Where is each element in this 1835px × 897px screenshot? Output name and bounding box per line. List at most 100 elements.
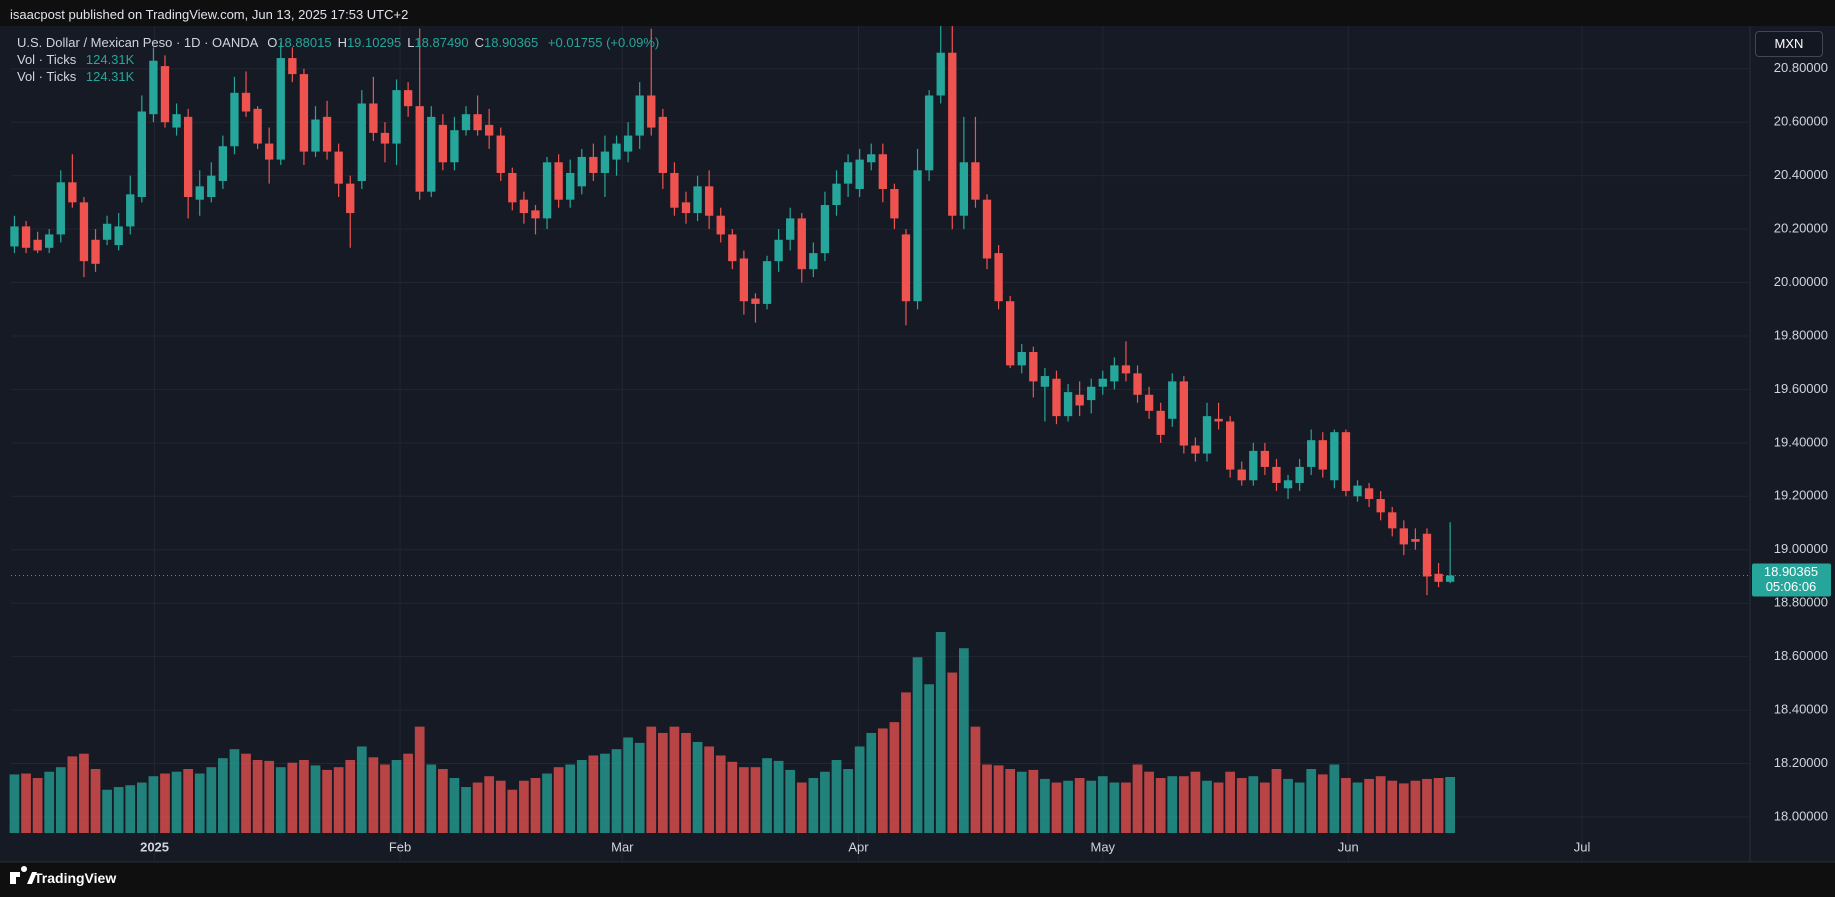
candle-body bbox=[207, 175, 216, 198]
x-tick-label: Feb bbox=[389, 839, 411, 854]
candle-body bbox=[369, 103, 378, 133]
volume-bar bbox=[634, 742, 645, 833]
volume-bar bbox=[380, 764, 390, 833]
candle-body bbox=[1364, 488, 1374, 499]
candle-body bbox=[647, 95, 656, 128]
volume-bar bbox=[739, 767, 749, 833]
ohlc-value: 18.87490 bbox=[414, 35, 469, 50]
volume-bar bbox=[322, 769, 332, 833]
volume-bar bbox=[391, 759, 402, 833]
candle-body bbox=[1411, 539, 1420, 542]
volume-bar bbox=[1410, 780, 1421, 833]
volume-bar bbox=[44, 771, 55, 833]
candle-body bbox=[589, 156, 598, 173]
y-tick-label: 20.80000 bbox=[1774, 60, 1828, 75]
x-tick-label: Apr bbox=[848, 839, 869, 854]
candle-body bbox=[1017, 352, 1026, 366]
ohlc-value: 18.88015 bbox=[277, 35, 332, 50]
volume-bar bbox=[924, 684, 934, 833]
candle-body bbox=[1098, 378, 1107, 387]
candle-body bbox=[762, 261, 772, 304]
legend-main: U.S. Dollar / Mexican Peso · 1D · OANDA … bbox=[17, 35, 659, 50]
candle-body bbox=[45, 234, 54, 248]
candle-body bbox=[1422, 533, 1432, 577]
candle-body bbox=[126, 194, 135, 227]
volume-bar bbox=[1422, 778, 1432, 833]
volume-bar bbox=[21, 773, 31, 833]
volume-bar bbox=[912, 657, 923, 833]
volume-bar bbox=[646, 726, 657, 833]
volume-bar bbox=[414, 726, 425, 833]
volume-bar bbox=[437, 769, 448, 833]
y-tick-label: 19.00000 bbox=[1774, 541, 1828, 556]
candle-body bbox=[1087, 386, 1096, 401]
volume-bar bbox=[669, 726, 680, 833]
volume-bar bbox=[472, 782, 483, 833]
candle-body bbox=[519, 199, 529, 214]
volume-bar bbox=[1040, 778, 1050, 833]
candle-body bbox=[994, 253, 1003, 302]
candle-body bbox=[1283, 480, 1293, 489]
candle-body bbox=[1307, 440, 1316, 467]
candle-body bbox=[1191, 445, 1200, 454]
last-price-tag bbox=[1752, 563, 1831, 597]
volume-bar bbox=[588, 755, 599, 833]
volume-bar bbox=[264, 760, 275, 833]
ohlc-key: L bbox=[407, 35, 415, 50]
candle-body bbox=[1029, 352, 1038, 382]
volume-bar bbox=[1028, 769, 1039, 833]
volume-bar bbox=[1144, 771, 1154, 833]
volume-bar bbox=[67, 756, 78, 833]
candle-body bbox=[484, 124, 494, 136]
candle-body bbox=[1156, 410, 1165, 435]
volume-bar bbox=[762, 758, 772, 833]
candle-body bbox=[1260, 450, 1270, 467]
volume-bar bbox=[1294, 782, 1305, 833]
volume-bar bbox=[241, 753, 251, 833]
volume-bar bbox=[1202, 780, 1212, 833]
candle-body bbox=[473, 114, 482, 131]
candle-body bbox=[1330, 432, 1339, 481]
volume-bar bbox=[183, 769, 194, 833]
y-tick-label: 20.20000 bbox=[1774, 221, 1828, 236]
candle-body bbox=[183, 116, 193, 198]
candle-body bbox=[1063, 392, 1073, 417]
candle-body bbox=[1075, 394, 1084, 406]
volume-bar bbox=[681, 732, 691, 833]
candle-body bbox=[1388, 512, 1397, 529]
candle-body bbox=[797, 218, 806, 270]
ohlc-value: 18.90365 bbox=[484, 35, 539, 50]
candle-body bbox=[322, 116, 332, 152]
candle-body bbox=[1202, 416, 1212, 454]
countdown: 05:06:06 bbox=[1766, 579, 1817, 594]
symbol-title: U.S. Dollar / Mexican Peso · 1D · OANDA bbox=[17, 35, 258, 50]
volume-bar bbox=[1283, 778, 1293, 833]
volume-bar bbox=[796, 782, 807, 833]
candle-body bbox=[1376, 498, 1385, 513]
candle-body bbox=[1052, 378, 1061, 417]
x-tick-label: Jul bbox=[1574, 839, 1591, 854]
volume-bar bbox=[750, 767, 761, 833]
volume-bar bbox=[1051, 782, 1062, 833]
candle-body bbox=[1214, 418, 1223, 422]
y-tick-label: 20.00000 bbox=[1774, 274, 1828, 289]
volume-bar bbox=[449, 778, 460, 833]
candle-body bbox=[1225, 421, 1235, 470]
ohlc-value: 19.10295 bbox=[346, 35, 402, 50]
candle-body bbox=[542, 162, 552, 219]
currency-button[interactable]: MXN bbox=[1755, 31, 1823, 57]
volume-bar bbox=[1387, 780, 1398, 833]
candle-body bbox=[786, 218, 795, 240]
y-tick-label: 18.40000 bbox=[1774, 702, 1828, 717]
volume-bar bbox=[820, 771, 830, 833]
volume-bar bbox=[600, 753, 610, 833]
ohlc: O18.88015 H19.10295 L18.87490 C18.90365 bbox=[261, 35, 538, 50]
candle-body bbox=[1006, 301, 1015, 366]
candle-body bbox=[982, 199, 992, 259]
volume-value: 124.31K bbox=[85, 69, 135, 84]
candle-body bbox=[1434, 573, 1443, 582]
candle-body bbox=[346, 183, 355, 214]
volume-bar bbox=[1225, 771, 1236, 833]
volume-bar bbox=[704, 746, 715, 833]
candle-body bbox=[149, 60, 158, 115]
